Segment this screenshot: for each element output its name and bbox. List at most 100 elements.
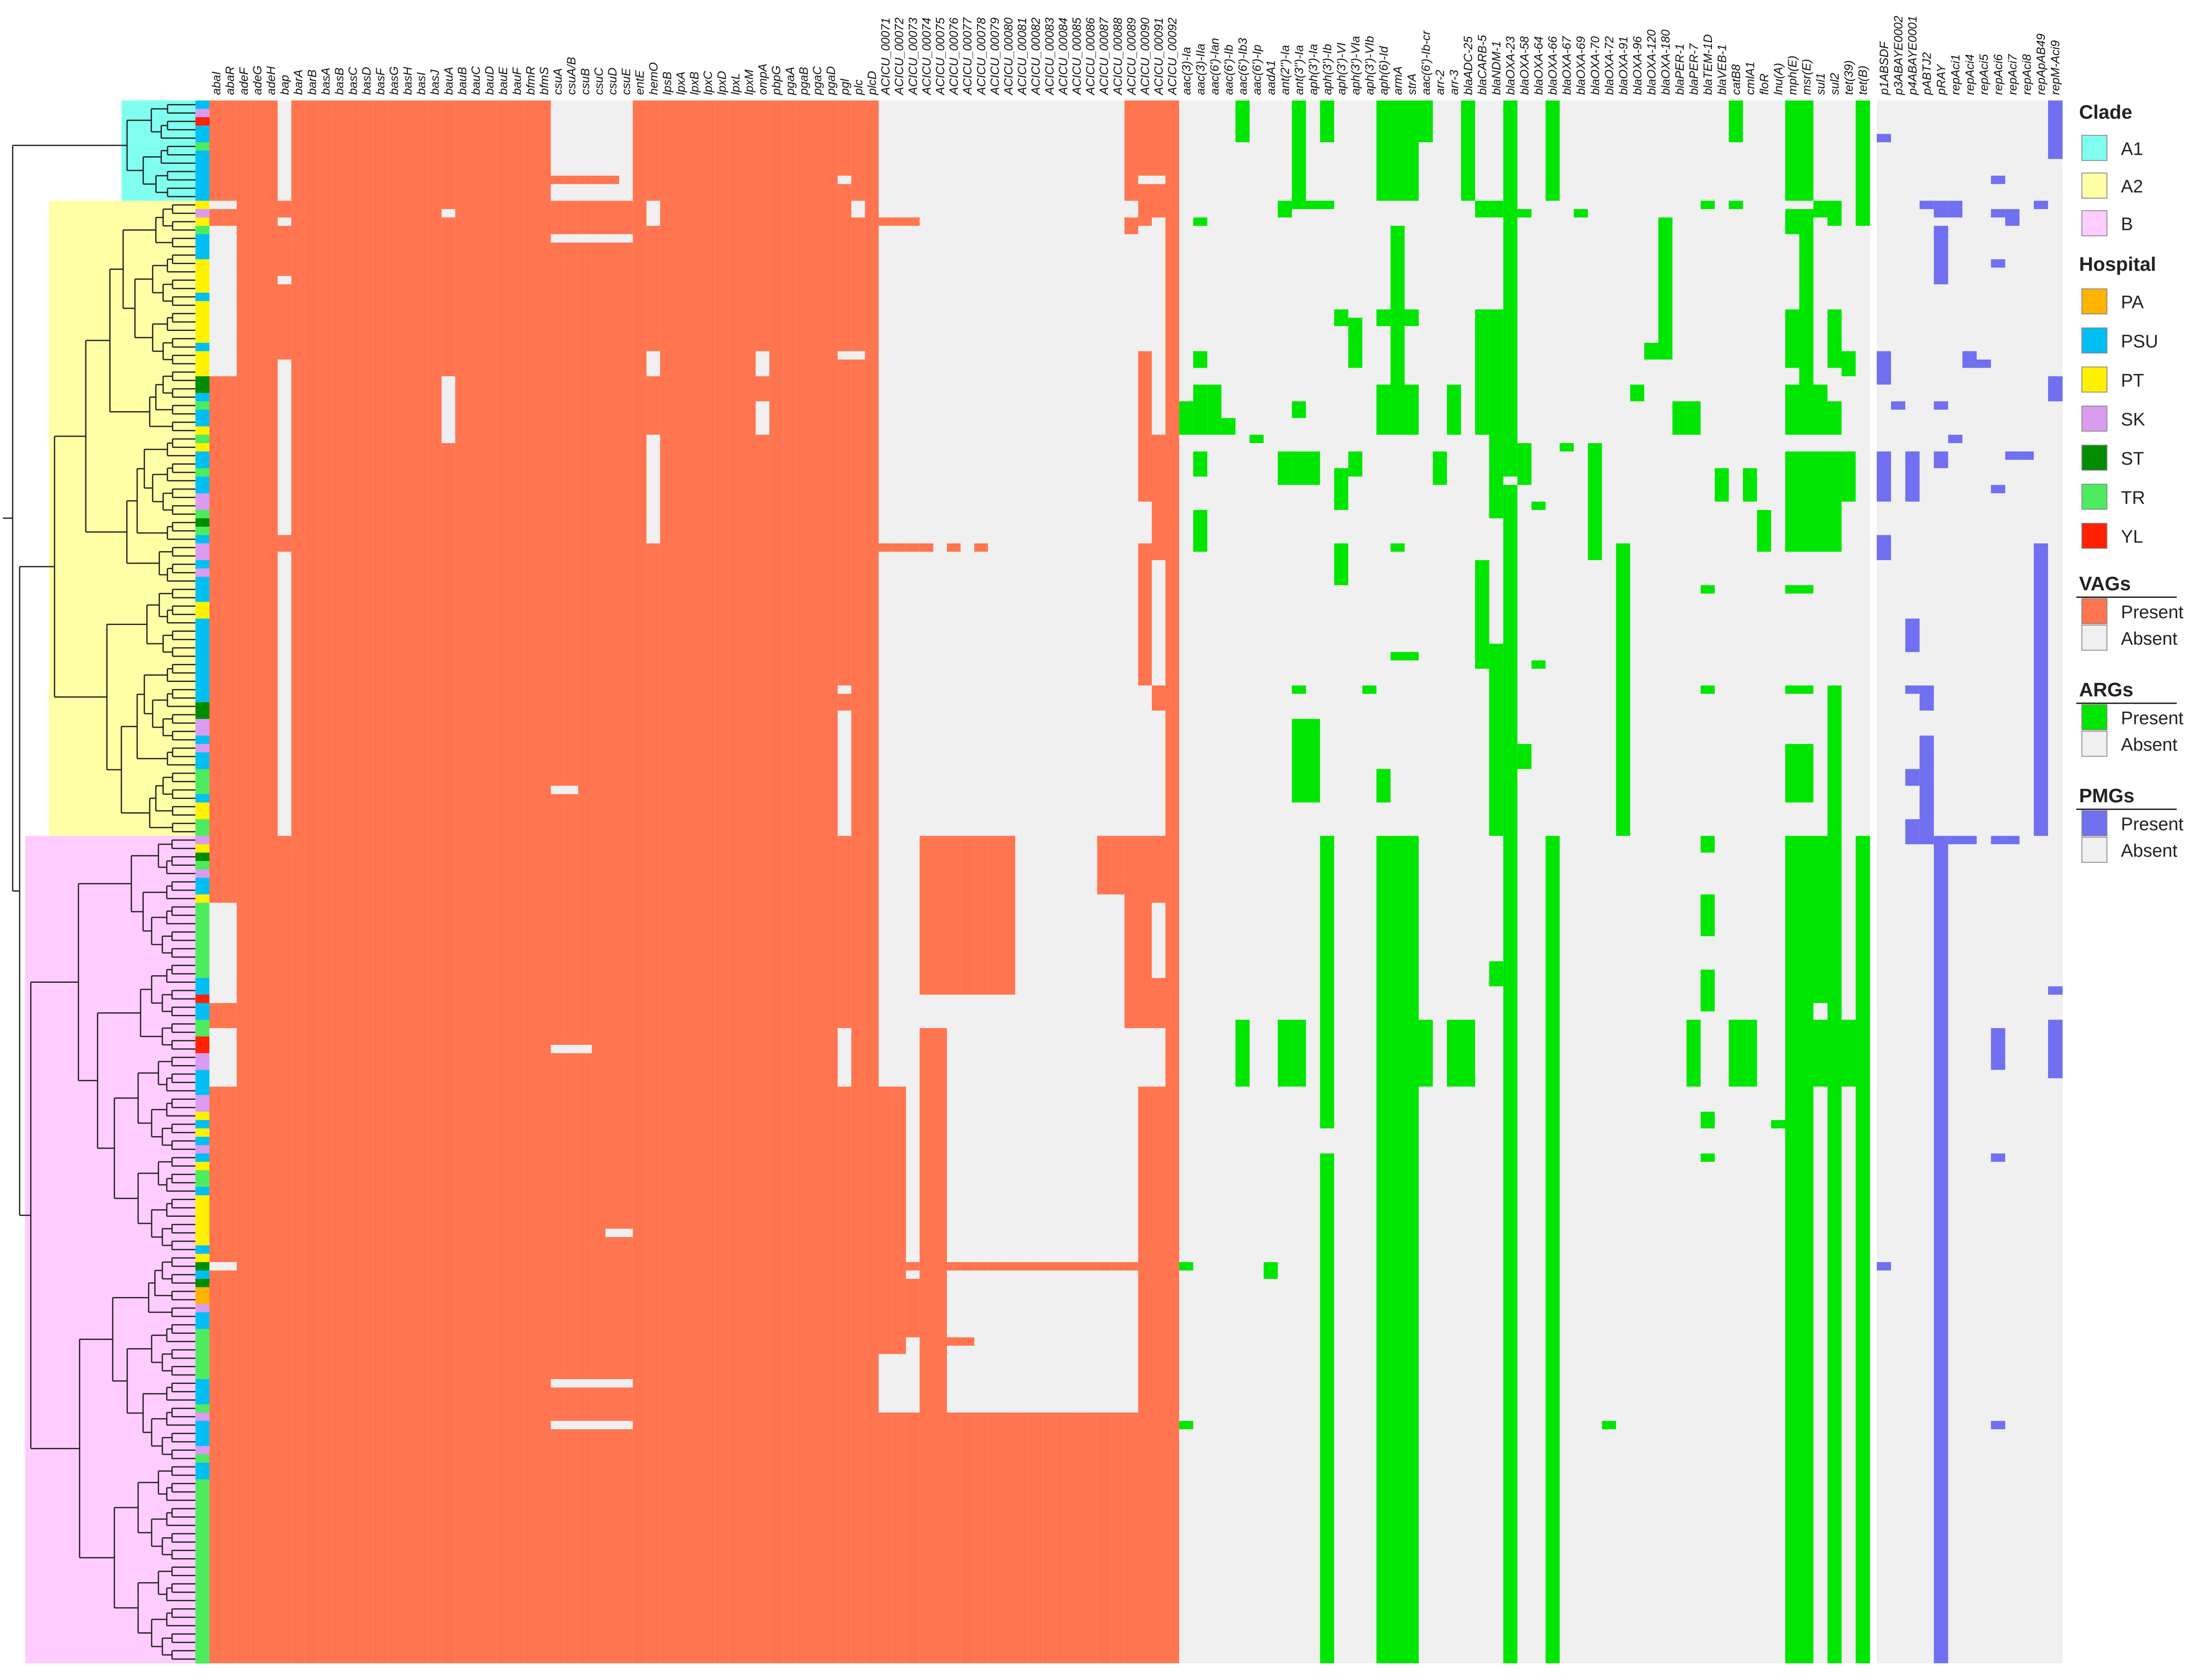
gene-label: csuC — [592, 67, 605, 95]
hospital-cell — [195, 1404, 210, 1413]
absent-column — [1179, 100, 1194, 1663]
legend-title: VAGs — [2079, 573, 2131, 595]
present-cell — [1083, 1262, 1098, 1271]
present-cell — [1919, 735, 1934, 844]
present-cell — [564, 1053, 579, 1379]
present-cell — [2034, 543, 2049, 836]
hospital-cell — [195, 134, 210, 143]
gene-label: catB8 — [1730, 64, 1743, 95]
present-cell — [1841, 1020, 1856, 1087]
dendrogram — [3, 100, 196, 1663]
gene-label: ACICU_00086 — [1084, 18, 1097, 96]
gene-label: ACICU_00073 — [906, 18, 920, 96]
present-cell — [1785, 836, 1800, 1663]
gene-label: repAci1 — [1949, 54, 1962, 95]
present-cell — [578, 175, 592, 184]
present-cell — [551, 242, 565, 786]
present-cell — [1729, 201, 1743, 209]
present-cell — [223, 1270, 237, 1663]
gene-label: csuB — [579, 68, 592, 95]
hospital-cell — [195, 610, 210, 619]
legend-label: PSU — [2121, 332, 2158, 352]
gene-label: bauD — [483, 66, 497, 95]
present-cell — [1785, 685, 1800, 694]
hospital-cell — [195, 117, 210, 126]
present-cell — [1306, 451, 1320, 485]
present-cell — [1531, 660, 1546, 669]
hospital-cell — [195, 1312, 210, 1321]
absent-column — [1362, 100, 1377, 1663]
present-cell — [1905, 618, 1920, 652]
legend-swatch — [2081, 810, 2108, 837]
present-cell — [906, 1262, 920, 1271]
gene-label: sul1 — [1814, 73, 1827, 95]
absent-column — [1658, 100, 1673, 1663]
hospital-cell — [195, 903, 210, 912]
legend-title: ARGs — [2079, 679, 2134, 701]
hospital-cell — [195, 443, 210, 452]
present-cell — [1827, 401, 1842, 435]
present-cell — [1124, 1262, 1139, 1271]
absent-column — [1306, 100, 1320, 1663]
legend-swatch — [2081, 288, 2108, 315]
hospital-cell — [195, 1028, 210, 1037]
present-cell — [223, 100, 237, 201]
gene-label: plc — [852, 79, 865, 96]
present-cell — [1306, 201, 1320, 209]
present-cell — [906, 1278, 920, 1338]
gene-label: aac(3)-Ia — [1180, 47, 1193, 95]
present-cell — [2048, 376, 2063, 402]
present-cell — [1905, 451, 1920, 502]
present-cell — [264, 100, 278, 1663]
present-cell — [1320, 1153, 1335, 1663]
present-cell — [1334, 309, 1349, 326]
hospital-cell — [195, 292, 210, 301]
hospital-cell — [195, 1488, 210, 1497]
present-cell — [1461, 100, 1476, 201]
present-cell — [1124, 836, 1139, 1028]
hospital-cell — [195, 1496, 210, 1505]
hospital-cell — [195, 710, 210, 719]
present-cell — [1193, 384, 1208, 435]
hospital-cell — [195, 351, 210, 360]
present-cell — [919, 1028, 934, 1663]
present-cell — [605, 201, 620, 234]
hospital-cell — [195, 526, 210, 535]
present-cell — [1249, 435, 1264, 443]
absent-column — [1461, 100, 1476, 1663]
gene-label: ACICU_00079 — [988, 18, 1002, 96]
present-cell — [1686, 1020, 1701, 1087]
present-cell — [1475, 560, 1490, 669]
gene-label: cmlA1 — [1743, 62, 1757, 95]
gene-label: repM-Aci9 — [2049, 40, 2062, 95]
present-cell — [619, 1387, 633, 1421]
hospital-cell — [195, 1454, 210, 1463]
hospital-cell — [195, 827, 210, 836]
hospital-cell — [195, 1003, 210, 1012]
present-cell — [1856, 100, 1870, 226]
gene-label: blaNDM-1 — [1490, 41, 1503, 95]
present-cell — [960, 836, 975, 995]
present-cell — [1320, 100, 1335, 142]
hospital-cell — [195, 618, 210, 627]
gene-label: pgl — [838, 78, 851, 96]
hospital-cell — [195, 301, 210, 310]
hospital-cell — [195, 368, 210, 377]
legend-label: SK — [2121, 410, 2146, 430]
hospital-cell — [195, 810, 210, 819]
present-cell — [960, 1337, 975, 1346]
hospital-cell — [195, 1178, 210, 1188]
hospital-cell — [195, 1111, 210, 1121]
gene-label: repAci7 — [2006, 54, 2019, 95]
present-cell — [1813, 451, 1828, 552]
present-cell — [906, 217, 920, 226]
present-cell — [1447, 1020, 1462, 1087]
gene-label: blaPER-1 — [1673, 43, 1687, 95]
present-cell — [1991, 1153, 2006, 1162]
gene-label: basC — [347, 66, 360, 95]
present-cell — [1933, 836, 1949, 1663]
gene-label: blaVEB-1 — [1715, 44, 1729, 95]
hospital-cell — [195, 652, 210, 661]
absent-column — [1991, 100, 2006, 1663]
absent-column — [1292, 100, 1306, 1663]
